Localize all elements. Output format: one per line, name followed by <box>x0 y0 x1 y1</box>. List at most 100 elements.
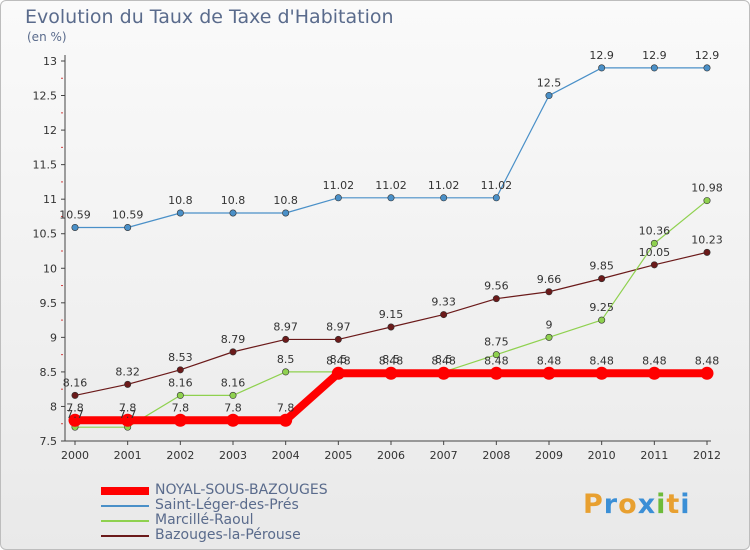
x-tick-label: 2001 <box>114 449 142 462</box>
data-point <box>492 295 500 303</box>
legend-label: Marcillé-Raoul <box>155 512 254 528</box>
data-point <box>650 239 658 247</box>
data-point <box>440 311 448 319</box>
logo-letter: i <box>656 489 667 520</box>
data-label: 8.5 <box>277 353 295 366</box>
x-tick-label: 2007 <box>430 449 458 462</box>
x-tick-label: 2004 <box>272 449 300 462</box>
data-point <box>71 391 79 399</box>
data-point <box>703 64 711 72</box>
data-label: 9.66 <box>537 273 562 286</box>
data-label: 9 <box>546 318 553 331</box>
data-point <box>440 194 448 202</box>
data-label: 12.9 <box>589 49 614 62</box>
data-point <box>437 366 451 380</box>
data-label: 8.75 <box>484 336 509 349</box>
data-point <box>229 348 237 356</box>
data-label: 8.32 <box>115 365 140 378</box>
data-label: 9.33 <box>431 296 456 309</box>
data-point <box>647 366 661 380</box>
x-tick-label: 2009 <box>535 449 563 462</box>
y-tick-label: 13 <box>43 55 57 68</box>
data-label: 8.5 <box>382 353 400 366</box>
data-point <box>598 64 606 72</box>
data-point <box>492 351 500 359</box>
data-point <box>489 366 503 380</box>
y-tick-label: 10.5 <box>33 228 58 241</box>
x-tick-label: 2010 <box>588 449 616 462</box>
data-label: 8.5 <box>435 353 453 366</box>
y-tick-label: 12 <box>43 124 57 137</box>
data-point <box>121 413 135 427</box>
data-label: 9.15 <box>379 308 404 321</box>
data-point <box>703 248 711 256</box>
data-label: 8.48 <box>326 354 351 367</box>
logo-letter: P <box>583 489 604 520</box>
data-point <box>331 366 345 380</box>
legend-swatch <box>101 486 149 495</box>
data-point <box>334 335 342 343</box>
data-point <box>279 413 293 427</box>
data-label: 7.7 <box>119 408 137 421</box>
data-point <box>650 261 658 269</box>
logo-letter: x <box>637 489 657 520</box>
data-label: 11.02 <box>428 179 460 192</box>
legend-label: Bazouges-la-Pérouse <box>155 527 301 543</box>
x-tick-label: 2003 <box>219 449 247 462</box>
data-point <box>176 366 184 374</box>
data-label: 10.59 <box>59 209 91 222</box>
data-label: 9.25 <box>589 301 614 314</box>
data-label: 11.02 <box>375 179 407 192</box>
x-tick-label: 2006 <box>377 449 405 462</box>
data-label: 8.97 <box>326 320 351 333</box>
legend-swatch <box>101 504 149 507</box>
x-tick-label: 2002 <box>166 449 194 462</box>
data-point <box>700 366 714 380</box>
legend: NOYAL-SOUS-BAZOUGES Saint-Léger-des-Prés M… <box>101 483 328 543</box>
data-point <box>226 413 240 427</box>
data-point <box>176 391 184 399</box>
data-label: 9.56 <box>484 280 509 293</box>
legend-swatch <box>101 519 149 522</box>
data-label: 10.8 <box>273 194 298 207</box>
data-label: 12.5 <box>537 77 562 90</box>
data-label: 8.48 <box>642 354 667 367</box>
logo-letter: r <box>603 489 619 520</box>
logo-letter: i <box>680 489 691 520</box>
data-point <box>124 224 132 232</box>
data-point <box>334 194 342 202</box>
legend-swatch <box>101 534 149 537</box>
data-label: 12.9 <box>642 49 667 62</box>
data-point <box>282 335 290 343</box>
y-tick-label: 9.5 <box>40 297 58 310</box>
data-point <box>650 64 658 72</box>
chart-title: Evolution du Taux de Taxe d'Habitation <box>25 6 394 28</box>
proxiti-logo: Proxiti <box>583 489 691 520</box>
y-tick-label: 12.5 <box>33 90 58 103</box>
data-label: 8.48 <box>589 354 614 367</box>
y-tick-label: 7.5 <box>40 435 58 448</box>
data-label: 7.8 <box>224 401 242 414</box>
data-point <box>492 194 500 202</box>
data-point <box>545 288 553 296</box>
legend-label: NOYAL-SOUS-BAZOUGES <box>155 482 328 498</box>
data-label: 10.98 <box>691 182 723 195</box>
data-label: 8.5 <box>330 353 348 366</box>
logo-letter: o <box>618 489 638 520</box>
data-point <box>71 224 79 232</box>
data-label: 8.79 <box>221 333 246 346</box>
data-point <box>545 92 553 100</box>
data-label: 9.85 <box>589 260 614 273</box>
x-tick-label: 2011 <box>640 449 668 462</box>
data-label: 8.16 <box>63 376 88 389</box>
data-label: 8.48 <box>695 354 720 367</box>
data-point <box>229 209 237 217</box>
data-point <box>542 366 556 380</box>
data-label: 12.9 <box>695 49 720 62</box>
x-tick-label: 2012 <box>693 449 721 462</box>
data-label: 8.16 <box>168 376 193 389</box>
data-label: 8.97 <box>273 320 298 333</box>
data-label: 7.8 <box>66 401 84 414</box>
